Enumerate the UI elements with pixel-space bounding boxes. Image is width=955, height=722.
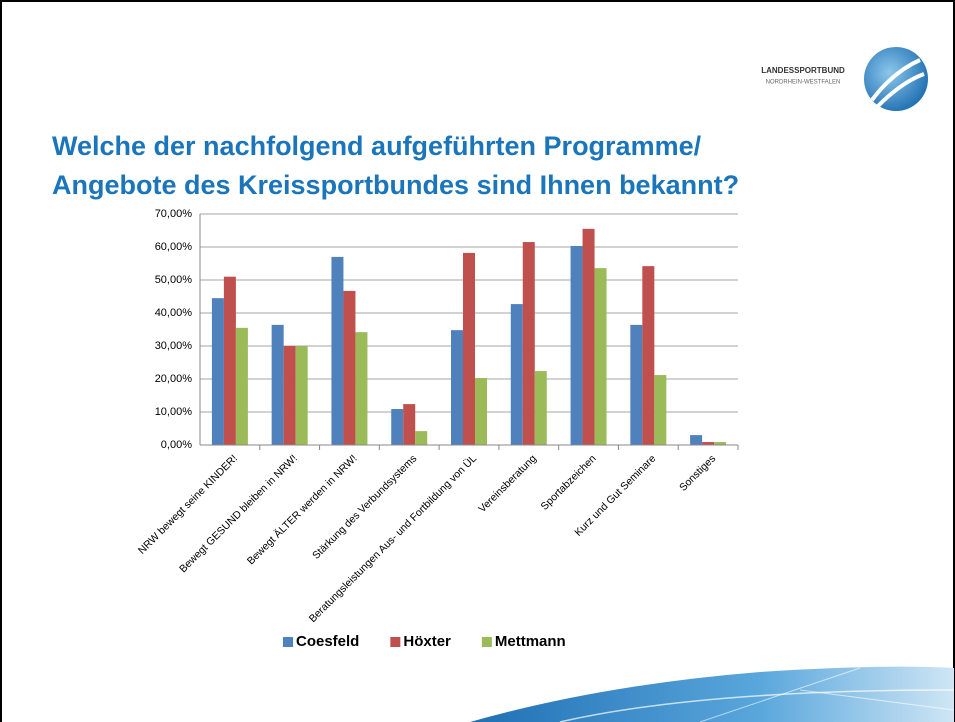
y-tick-label: 60,00% [155,241,193,253]
bar [331,256,344,445]
bar [534,371,547,445]
bar [714,442,727,445]
y-tick-label: 10,00% [155,406,193,418]
bar [391,409,404,445]
bar [522,242,535,445]
bar [510,304,523,445]
y-tick-label: 20,00% [155,373,193,385]
y-tick-label: 40,00% [155,307,193,319]
bar [451,330,463,445]
bar [582,228,595,445]
bar [343,290,356,445]
bar [570,246,583,445]
bar [223,276,236,445]
legend-swatch [481,637,492,647]
bar [702,442,715,445]
y-tick-label: 30,00% [155,340,193,352]
legend-swatch [283,637,293,647]
bar [415,431,428,445]
bar [475,378,487,445]
bar [211,298,224,445]
bar [690,435,703,445]
bar [355,332,368,445]
logo-globe [864,47,928,111]
logo-text: LANDESSPORTBUND [761,66,845,75]
bar [630,324,643,445]
legend-swatch [390,637,401,647]
bar [235,327,248,445]
bar [403,404,416,445]
y-tick-label: 50,00% [155,274,193,286]
logo-swoosh [870,58,925,108]
logo-text: NORDRHEIN-WESTFALEN [766,80,841,86]
bar [271,324,284,445]
bar [654,375,667,445]
bar [295,346,308,445]
bar [594,268,607,445]
wave-decoration [470,666,954,722]
bar [283,346,296,445]
y-tick-label: 70,00% [155,208,193,220]
legend-label: Höxter [403,633,451,650]
y-tick-label: 0,00% [161,439,192,451]
bar [463,252,475,445]
legend-label: Mettmann [495,633,566,650]
chart-title: Welche der nachfolgend aufgeführten Prog… [52,131,702,161]
bar [642,266,655,445]
chart-title: Angebote des Kreissportbundes sind Ihnen… [52,170,739,200]
legend-label: Coesfeld [296,633,359,650]
wave-line [699,667,955,722]
wave-line [559,689,955,722]
